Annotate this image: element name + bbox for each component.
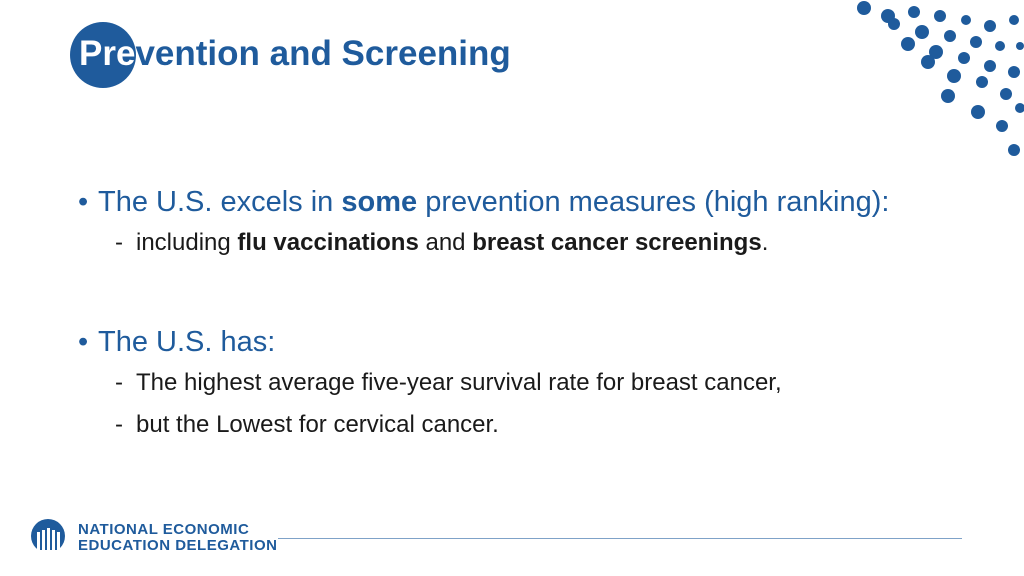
footer-divider	[278, 538, 962, 539]
sub-bullet-item: - The highest average five-year survival …	[78, 362, 978, 404]
bullet-text-part: prevention measures (high ranking):	[417, 186, 890, 218]
sub-text-part: and	[418, 229, 473, 256]
bullet-text-part: The U.S. excels in	[98, 186, 342, 218]
sub-bullet-marker: -	[115, 369, 123, 396]
bullet-item: • The U.S. has:	[78, 322, 978, 362]
sub-text-bold: breast cancer screenings	[472, 229, 762, 256]
column-globe-logo-icon	[31, 519, 65, 553]
dot-pattern-icon	[857, 1, 1024, 156]
title-text: Prevention and Screening	[79, 34, 511, 74]
sub-text: The highest average five-year survival r…	[136, 369, 782, 396]
sub-bullet-item: - including flu vaccinations and breast c…	[78, 222, 978, 264]
footer-org-line1: NATIONAL ECONOMIC	[78, 521, 250, 538]
sub-bullet-marker: -	[115, 411, 123, 438]
title-circle-accent	[70, 22, 136, 88]
sub-text-part: including	[136, 229, 238, 256]
footer-organization: NATIONAL ECONOMIC EDUCATION DELEGATION	[78, 522, 277, 554]
slide-content: • The U.S. excels in some prevention meas…	[78, 182, 978, 446]
title-highlight: Pre	[79, 34, 136, 73]
bullet-text-bold: some	[341, 186, 418, 218]
bullet-text: The U.S. has:	[98, 326, 276, 358]
title-rest: vention and Screening	[135, 34, 511, 73]
bullet-item: • The U.S. excels in some prevention meas…	[78, 182, 978, 222]
sub-bullet-item: - but the Lowest for cervical cancer.	[78, 404, 978, 446]
bullet-marker: •	[78, 326, 89, 358]
sub-text: but the Lowest for cervical cancer.	[136, 411, 499, 438]
footer-org-line2: EDUCATION DELEGATION	[78, 537, 278, 554]
bullet-marker: •	[78, 186, 89, 218]
sub-bullet-marker: -	[115, 229, 123, 256]
sub-text-part: .	[761, 229, 769, 256]
sub-text-bold: flu vaccinations	[237, 229, 419, 256]
